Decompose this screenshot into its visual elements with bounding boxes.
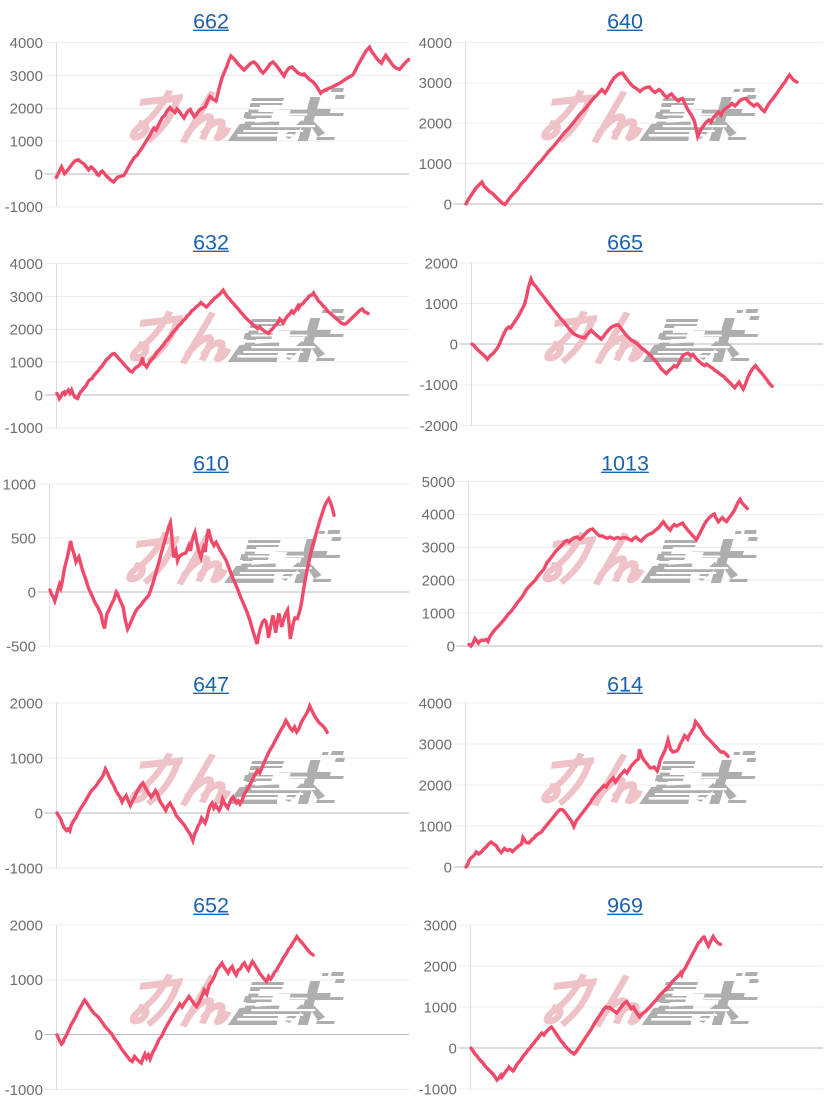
svg-text:1000: 1000 (425, 296, 458, 313)
svg-text:2000: 2000 (10, 322, 43, 339)
svg-text:-1000: -1000 (5, 199, 43, 216)
svg-text:662: 662 (193, 10, 229, 34)
svg-text:647: 647 (193, 673, 229, 697)
svg-text:2000: 2000 (10, 101, 43, 118)
svg-text:3000: 3000 (419, 736, 452, 753)
svg-text:1000: 1000 (3, 476, 36, 493)
svg-text:1000: 1000 (10, 134, 43, 151)
svg-text:652: 652 (193, 894, 229, 918)
svg-text:2000: 2000 (419, 777, 452, 794)
svg-text:4000: 4000 (422, 507, 455, 524)
svg-text:5000: 5000 (422, 474, 455, 491)
svg-text:0: 0 (35, 166, 43, 183)
svg-text:3000: 3000 (422, 540, 455, 557)
svg-text:0: 0 (28, 584, 36, 601)
svg-text:-1000: -1000 (5, 860, 43, 877)
svg-text:-1000: -1000 (420, 377, 458, 394)
svg-text:1000: 1000 (419, 818, 452, 835)
svg-text:610: 610 (193, 452, 229, 476)
svg-text:1000: 1000 (419, 156, 452, 173)
svg-text:1013: 1013 (601, 452, 649, 476)
svg-text:1000: 1000 (10, 972, 43, 989)
svg-text:-1000: -1000 (5, 1082, 43, 1099)
svg-text:2000: 2000 (425, 255, 458, 272)
svg-text:0: 0 (449, 1040, 457, 1057)
svg-text:0: 0 (35, 387, 43, 404)
svg-text:0: 0 (444, 859, 452, 876)
svg-text:1000: 1000 (422, 605, 455, 622)
svg-text:0: 0 (450, 337, 458, 354)
svg-text:4000: 4000 (10, 256, 43, 273)
svg-text:969: 969 (607, 894, 643, 918)
svg-text:500: 500 (11, 530, 36, 547)
svg-text:632: 632 (193, 231, 229, 255)
svg-text:2000: 2000 (10, 695, 43, 712)
svg-text:4000: 4000 (419, 35, 452, 52)
svg-text:-2000: -2000 (420, 418, 458, 435)
svg-text:1000: 1000 (10, 355, 43, 372)
svg-text:1000: 1000 (424, 999, 457, 1016)
svg-text:0: 0 (35, 1027, 43, 1044)
svg-text:-1000: -1000 (5, 420, 43, 437)
svg-text:3000: 3000 (419, 75, 452, 92)
svg-text:3000: 3000 (10, 68, 43, 85)
svg-text:4000: 4000 (10, 35, 43, 52)
svg-text:-500: -500 (6, 638, 36, 655)
svg-text:640: 640 (607, 10, 643, 34)
svg-text:2000: 2000 (424, 958, 457, 975)
svg-text:0: 0 (35, 805, 43, 822)
svg-text:3000: 3000 (10, 289, 43, 306)
svg-text:-1000: -1000 (419, 1081, 457, 1098)
svg-text:2000: 2000 (422, 573, 455, 590)
svg-text:614: 614 (607, 673, 643, 697)
svg-text:0: 0 (444, 196, 452, 213)
svg-text:1000: 1000 (10, 750, 43, 767)
svg-text:3000: 3000 (424, 917, 457, 934)
svg-text:665: 665 (607, 231, 643, 255)
svg-text:2000: 2000 (419, 116, 452, 133)
svg-text:0: 0 (447, 638, 455, 655)
svg-text:2000: 2000 (10, 917, 43, 934)
svg-text:4000: 4000 (419, 695, 452, 712)
